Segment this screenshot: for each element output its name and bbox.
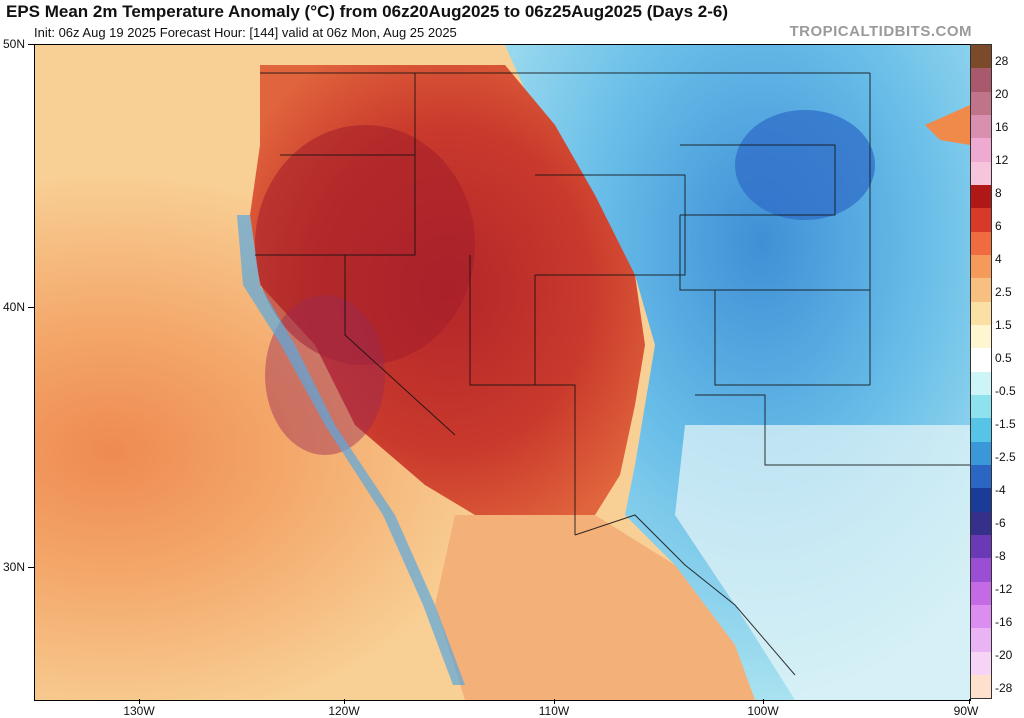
lon-label-110w: 110W [538, 704, 570, 718]
colorbar-swatch [971, 324, 991, 349]
colorbar-label: 4 [995, 252, 1002, 266]
lon-tick [763, 699, 764, 704]
colorbar-swatch [971, 394, 991, 419]
colorbar-swatch [971, 464, 991, 489]
lon-label-90w: 90W [953, 704, 979, 718]
colorbar-swatch [971, 371, 991, 395]
colorbar-swatch [971, 231, 991, 255]
colorbar-label: -12 [995, 582, 1013, 596]
lat-tick [28, 567, 34, 568]
colorbar-label: 28 [995, 54, 1009, 68]
colorbar-label: 12 [995, 153, 1009, 167]
colorbar-label: 8 [995, 186, 1002, 200]
colorbar-swatch [971, 138, 991, 162]
colorbar-swatch [971, 441, 991, 465]
anomaly-map [34, 44, 971, 701]
lon-tick [969, 699, 970, 704]
colorbar-label: -6 [995, 516, 1006, 530]
brand-watermark: TROPICALTIDBITS.COM [789, 23, 972, 40]
lon-tick [344, 699, 345, 704]
colorbar-swatch [971, 558, 991, 582]
colorbar-swatch [971, 208, 991, 232]
colorbar-label: 2.5 [995, 285, 1012, 299]
lon-label-130w: 130W [123, 704, 155, 718]
colorbar-swatch [971, 581, 991, 605]
colorbar [970, 44, 992, 699]
colorbar-swatch [971, 651, 991, 675]
colorbar-label: 1.5 [995, 318, 1012, 332]
colorbar-label: -4 [995, 483, 1006, 497]
colorbar-swatch [971, 674, 991, 699]
lat-tick [28, 44, 34, 45]
colorbar-swatch [971, 91, 991, 115]
colorbar-label: 0.5 [995, 351, 1012, 365]
colorbar-label: -28 [995, 681, 1013, 695]
colorbar-label: -20 [995, 648, 1013, 662]
colorbar-label: 6 [995, 219, 1002, 233]
colorbar-swatch [971, 254, 991, 279]
colorbar-label: 16 [995, 120, 1009, 134]
colorbar-swatch [971, 534, 991, 559]
lat-label-50n: 50N [3, 37, 26, 51]
lat-label-40n: 40N [3, 300, 26, 314]
colorbar-swatch [971, 628, 991, 652]
colorbar-swatch [971, 301, 991, 325]
chart-subtitle: Init: 06z Aug 19 2025 Forecast Hour: [14… [34, 25, 457, 40]
colorbar-swatch [971, 604, 991, 629]
colorbar-swatch [971, 184, 991, 209]
colorbar-label: -0.5 [995, 384, 1016, 398]
colorbar-label: -2.5 [995, 450, 1016, 464]
colorbar-swatch [971, 511, 991, 535]
lon-tick [554, 699, 555, 704]
colorbar-label: -8 [995, 549, 1006, 563]
colorbar-swatch [971, 348, 991, 372]
lon-tick [139, 699, 140, 704]
colorbar-swatch [971, 488, 991, 512]
colorbar-swatch [971, 114, 991, 139]
colorbar-swatch [971, 45, 991, 69]
lon-label-120w: 120W [328, 704, 360, 718]
colorbar-label: -16 [995, 615, 1013, 629]
lon-label-100w: 100W [747, 704, 779, 718]
lat-label-30n: 30N [3, 560, 26, 574]
lat-tick [28, 307, 34, 308]
colorbar-swatch [971, 418, 991, 442]
colorbar-swatch [971, 68, 991, 92]
colorbar-swatch [971, 161, 991, 185]
colorbar-swatch [971, 278, 991, 302]
colorbar-label: 20 [995, 87, 1009, 101]
colorbar-label: -1.5 [995, 417, 1016, 431]
chart-title: EPS Mean 2m Temperature Anomaly (°C) fro… [6, 2, 728, 21]
